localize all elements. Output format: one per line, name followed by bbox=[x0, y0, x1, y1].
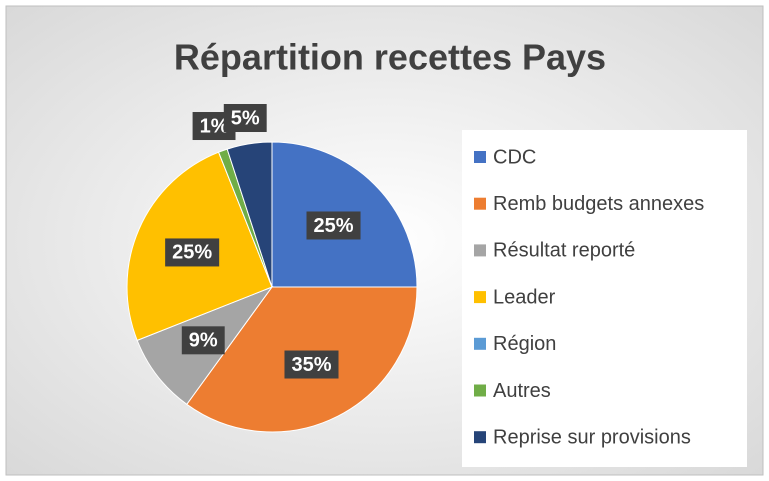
data-label: 25% bbox=[314, 215, 354, 237]
legend-swatch bbox=[474, 431, 486, 444]
pie-slice bbox=[226, 141, 273, 288]
legend-swatch bbox=[474, 291, 486, 304]
data-label: 25% bbox=[172, 242, 212, 264]
legend-swatch bbox=[474, 151, 486, 163]
legend-label: Remb budgets annexes bbox=[493, 193, 704, 215]
data-label-box bbox=[306, 211, 361, 240]
legend-swatch bbox=[474, 244, 486, 257]
data-label-box bbox=[223, 104, 267, 133]
data-label-box bbox=[165, 238, 220, 267]
data-label: 9% bbox=[189, 330, 218, 352]
legend-label: Autres bbox=[493, 380, 551, 402]
data-label: 35% bbox=[291, 354, 331, 376]
data-label: 1% bbox=[200, 115, 229, 137]
data-label-box bbox=[284, 350, 339, 379]
legend-label: Résultat reporté bbox=[493, 240, 635, 262]
legend-label: Région bbox=[493, 333, 556, 355]
legend-label: Leader bbox=[493, 286, 556, 308]
legend-swatch bbox=[474, 384, 486, 397]
chart-title: Répartition recettes Pays bbox=[174, 37, 606, 78]
legend-swatch bbox=[474, 197, 486, 210]
legend-label: CDC bbox=[493, 146, 536, 168]
data-label-box bbox=[181, 326, 225, 355]
legend-label: Reprise sur provisions bbox=[493, 426, 691, 448]
data-label: 5% bbox=[231, 107, 260, 129]
legend-swatch bbox=[474, 337, 486, 350]
legend-box bbox=[462, 130, 747, 467]
